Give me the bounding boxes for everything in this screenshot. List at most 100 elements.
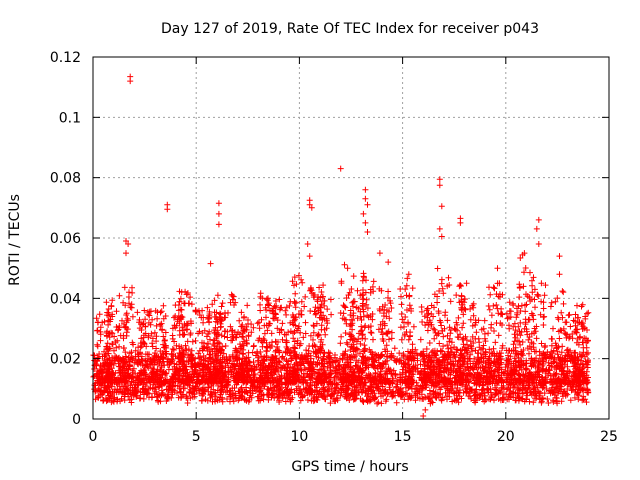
data-point: [519, 339, 526, 345]
data-point: [443, 385, 450, 392]
data-point: [165, 355, 171, 362]
data-point: [445, 274, 452, 281]
data-point: [487, 291, 494, 298]
data-point: [107, 366, 113, 373]
data-point: [492, 339, 499, 346]
data-point: [208, 391, 215, 397]
data-point: [493, 320, 500, 326]
data-point: [391, 357, 398, 364]
data-point: [175, 394, 182, 401]
data-point: [328, 385, 335, 392]
data-point: [434, 299, 441, 306]
data-point: [342, 330, 349, 336]
data-point: [227, 393, 234, 400]
data-point: [490, 284, 497, 291]
data-point: [302, 319, 309, 326]
data-point: [403, 292, 410, 299]
data-point: [149, 316, 156, 323]
data-point: [396, 350, 403, 357]
data-point: [155, 398, 162, 405]
data-point: [357, 313, 364, 320]
data-point: [235, 388, 242, 395]
data-point: [391, 345, 398, 352]
data-point: [494, 305, 501, 312]
data-point: [120, 363, 127, 370]
data-point: [322, 331, 329, 338]
data-point: [332, 363, 339, 370]
data-point: [339, 385, 346, 392]
data-point: [519, 387, 525, 394]
data-point: [224, 334, 231, 341]
data-point: [352, 384, 359, 391]
data-point: [426, 340, 433, 346]
data-point: [328, 311, 335, 318]
data-point: [303, 386, 310, 393]
data-point: [103, 370, 110, 377]
data-point: [129, 313, 136, 320]
data-point: [155, 391, 162, 398]
data-point: [166, 358, 173, 365]
data-point: [571, 394, 578, 401]
data-point: [434, 265, 441, 272]
data-point: [482, 397, 489, 404]
data-point: [177, 295, 184, 302]
data-point: [244, 302, 251, 309]
data-point: [488, 312, 495, 319]
data-point: [226, 388, 233, 395]
data-point: [527, 269, 533, 276]
data-point: [526, 350, 532, 357]
data-point: [579, 397, 586, 404]
data-point: [516, 294, 523, 301]
data-point: [130, 341, 137, 348]
data-point: [108, 302, 115, 309]
data-point: [476, 391, 483, 398]
data-point: [314, 397, 321, 403]
data-point: [117, 386, 124, 392]
data-point: [342, 389, 349, 396]
data-point: [126, 300, 132, 307]
data-point: [103, 332, 110, 339]
data-point: [288, 386, 295, 393]
data-point: [538, 399, 545, 406]
data-point: [337, 392, 344, 399]
data-point: [126, 361, 133, 368]
data-point: [515, 386, 522, 393]
data-point: [176, 298, 183, 305]
data-point: [291, 298, 298, 305]
data-point: [485, 387, 492, 394]
data-point: [541, 390, 548, 397]
data-point: [244, 390, 251, 396]
data-point: [554, 400, 561, 407]
data-point: [283, 311, 290, 318]
data-point: [585, 349, 591, 356]
data-point: [127, 356, 134, 363]
data-point: [221, 333, 228, 340]
data-point: [349, 387, 356, 394]
data-point: [134, 309, 141, 316]
data-point: [240, 334, 247, 341]
data-point: [207, 394, 214, 401]
data-point: [97, 337, 104, 344]
data-point: [129, 391, 135, 398]
data-point: [522, 386, 529, 393]
data-point: [344, 265, 351, 272]
data-point: [224, 381, 231, 388]
data-point: [374, 385, 381, 392]
data-point: [192, 308, 199, 315]
data-point: [388, 335, 395, 342]
data-point: [438, 280, 445, 287]
data-point: [318, 326, 325, 333]
data-point: [111, 333, 118, 340]
data-point: [491, 328, 497, 334]
data-point: [163, 398, 170, 404]
data-point: [371, 396, 378, 403]
data-point: [257, 301, 263, 308]
data-point: [258, 353, 265, 360]
data-point: [406, 393, 413, 400]
data-point: [462, 383, 469, 390]
data-point: [120, 299, 127, 306]
data-point: [430, 391, 437, 398]
data-point: [585, 357, 591, 364]
data-point: [276, 296, 283, 303]
data-point: [406, 302, 413, 309]
